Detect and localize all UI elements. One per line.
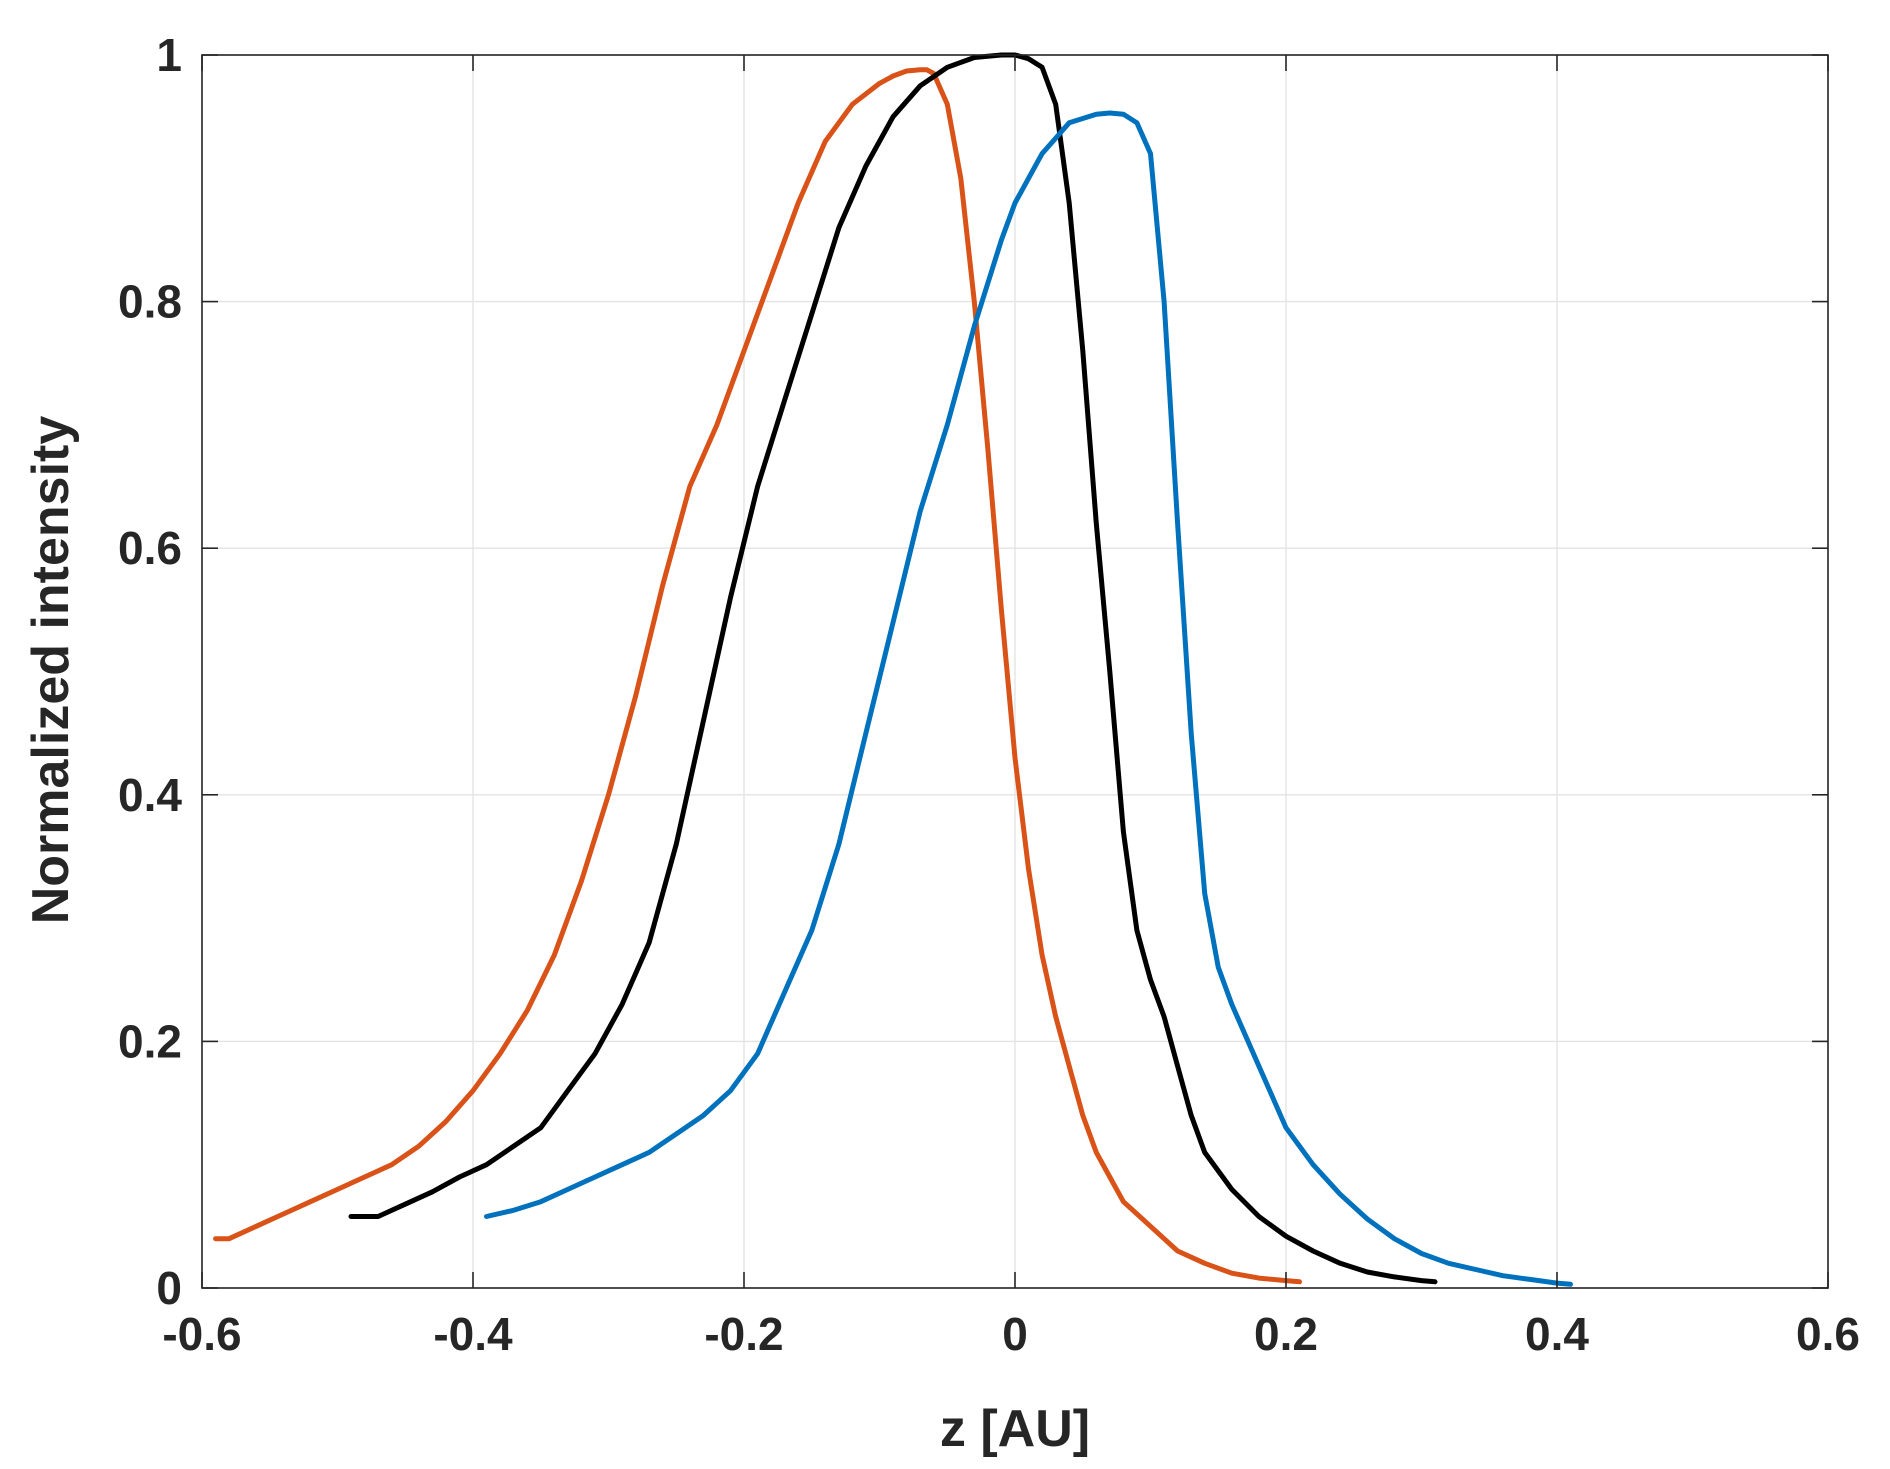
plot-area [201, 52, 1829, 1289]
y-tick-label: 0.4 [118, 769, 182, 821]
x-tick-label: -0.6 [162, 1308, 241, 1360]
tick-marks [201, 54, 1829, 1289]
y-tick-labels: 0 0.2 0.4 0.6 0.8 1 [118, 29, 182, 1314]
x-tick-label: 0 [1002, 1308, 1028, 1360]
y-tick-label: 0.2 [118, 1015, 182, 1067]
series-line-1 [213, 67, 1302, 1285]
x-tick-label: 0.4 [1525, 1308, 1589, 1360]
x-tick-labels: -0.6 -0.4 -0.2 0 0.2 0.4 0.6 [162, 1308, 1860, 1360]
y-tick-label: 1 [156, 29, 182, 81]
x-tick-label: 0.6 [1796, 1308, 1860, 1360]
x-tick-label: -0.4 [433, 1308, 513, 1360]
x-tick-label: 0.2 [1254, 1308, 1318, 1360]
y-tick-label: 0.8 [118, 276, 182, 328]
series-line-3 [484, 110, 1573, 1287]
x-tick-label: -0.2 [704, 1308, 783, 1360]
y-tick-label: 0.6 [118, 522, 182, 574]
y-tick-label: 0 [156, 1262, 182, 1314]
y-axis-label: Normalized intensity [22, 416, 80, 925]
x-axis-label: z [AU] [940, 1400, 1090, 1458]
